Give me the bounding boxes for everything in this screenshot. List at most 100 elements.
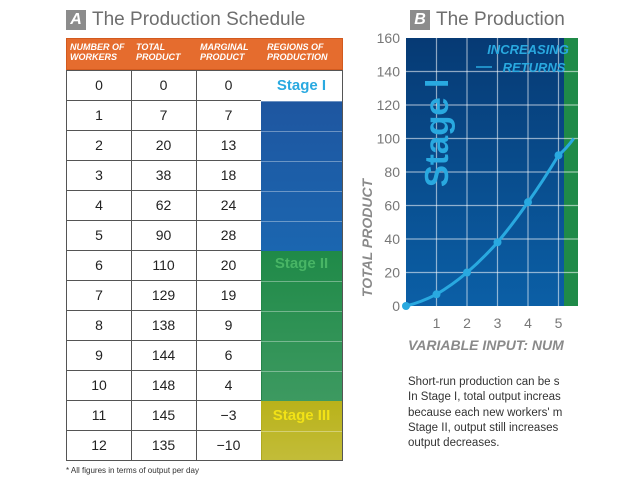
workers-cell: 5 [67,221,132,250]
x-tick-label: 4 [524,315,532,331]
y-tick-label: 20 [384,265,400,281]
production-schedule-table: NUMBER OF WORKERS TOTAL PRODUCT MARGINAL… [66,38,343,463]
panel-b-title: B The Production [410,9,565,31]
workers-cell: 0 [67,71,132,100]
marginal-product-cell: −3 [196,401,262,430]
total-product-cell: 145 [131,401,197,430]
table-body: 12 135 −10 11 145 −3 10 148 4 9 144 6 8 138 9 7 129 19 6 11… [66,70,343,461]
band-divider [261,101,342,102]
band-divider [261,371,342,372]
marginal-product-cell: 6 [196,341,262,370]
table-row: 9 144 6 [67,341,262,371]
workers-cell: 10 [67,371,132,400]
table-row: 4 62 24 [67,191,262,221]
stage-band [261,71,342,251]
band-divider [261,191,342,192]
total-product-cell: 148 [131,371,197,400]
table-row: 2 20 13 [67,131,262,161]
description-line: Short-run production can be s [408,376,560,388]
band-divider [261,431,342,432]
workers-cell: 8 [67,311,132,340]
y-tick-label: 160 [377,30,401,46]
marginal-product-cell: 24 [196,191,262,220]
data-point [554,151,563,160]
data-point [524,198,532,207]
total-product-cell: 38 [131,161,197,190]
y-tick-label: 100 [377,131,401,147]
marginal-product-cell: −10 [196,431,262,460]
stage-band [261,401,342,460]
total-product-cell: 0 [131,71,197,100]
total-product-cell: 135 [131,431,197,460]
table-row: 5 90 28 [67,221,262,251]
y-tick-label: 40 [384,231,400,247]
marginal-product-cell: 19 [196,281,262,310]
description-line: because each new workers' m [408,406,563,419]
total-product-cell: 144 [131,341,197,370]
workers-cell: 12 [67,431,132,460]
x-tick-label: 3 [494,315,502,331]
stage-label: Stage III [272,407,331,424]
y-axis-label: TOTAL PRODUCT [359,177,375,297]
stage-band [261,251,342,401]
total-product-cell: 62 [131,191,197,220]
total-product-cell: 20 [131,131,197,160]
marginal-product-cell: 9 [196,311,262,340]
y-tick-label: 60 [384,198,400,214]
x-tick-label: 2 [463,315,471,331]
workers-cell: 4 [67,191,132,220]
y-tick-label: 80 [384,164,400,180]
chart-stage-i-label: Stage I [418,79,455,187]
table-row: 7 129 19 [67,281,262,311]
total-product-cell: 138 [131,311,197,340]
band-divider [261,341,342,342]
table-footnote: * All figures in terms of output per day [66,466,199,475]
workers-cell: 9 [67,341,132,370]
table-row: 8 138 9 [67,311,262,341]
description-line: In Stage I, total output increas [408,391,561,404]
chart-description: Short-run production can be s In Stage I,… [408,375,578,451]
x-tick-label: 5 [555,315,563,331]
stage-band-fill [261,101,342,251]
marginal-product-cell: 7 [196,101,262,130]
panel-a-letter: A [66,10,86,30]
panel-a-title: A The Production Schedule [66,9,305,31]
band-divider [261,131,342,132]
increasing-returns-label: RETURNS [503,60,566,75]
increasing-returns-label: INCREASING [487,42,569,57]
band-divider [261,221,342,222]
table-row: 12 135 −10 [67,431,262,461]
marginal-product-cell: 4 [196,371,262,400]
marginal-product-cell: 28 [196,221,262,250]
table-header: NUMBER OF WORKERS TOTAL PRODUCT MARGINAL… [66,38,343,70]
regions-column: Stage I Stage II Stage III [261,71,342,460]
workers-cell: 11 [67,401,132,430]
band-divider [261,161,342,162]
y-tick-label: 0 [392,298,400,314]
data-point [463,268,471,277]
total-product-cell: 110 [131,251,197,280]
description-line: Stage II, output still increases [408,421,559,434]
total-product-chart: 0 20 40 60 80 100 120 140 160 1 2 3 4 5 INCREASING RETU… [359,30,578,353]
data-point [432,290,441,299]
stage-label: Stage II [274,255,329,272]
description-line: output decreases. [408,437,500,450]
total-product-cell: 7 [131,101,197,130]
total-product-cell: 129 [131,281,197,310]
y-tick-label: 120 [377,97,401,113]
marginal-product-cell: 13 [196,131,262,160]
header-total-product: TOTAL PRODUCT [136,42,181,62]
workers-cell: 3 [67,161,132,190]
data-point [402,302,410,310]
header-marginal-product: MARGINAL PRODUCT [200,42,249,62]
table-row: 3 38 18 [67,161,262,191]
marginal-product-cell: 18 [196,161,262,190]
panel-b-title-text: The Production [436,9,565,30]
marginal-product-cell: 0 [196,71,262,100]
header-workers: NUMBER OF WORKERS [70,42,125,62]
y-tick-label: 140 [377,64,401,80]
workers-cell: 2 [67,131,132,160]
x-axis-label: VARIABLE INPUT: NUM [408,337,564,353]
